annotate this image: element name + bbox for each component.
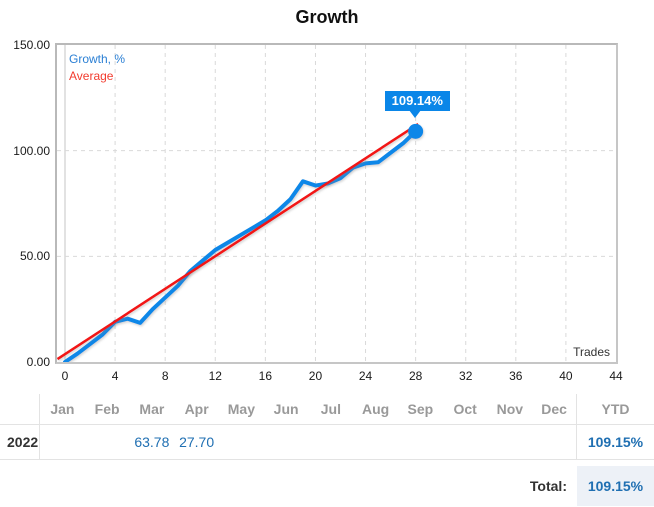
month-header: Oct [453,401,477,417]
legend-average-label: Average [69,69,114,83]
month-value-dec [532,425,577,459]
month-value-may [219,425,264,459]
month-value-jun [264,425,309,459]
total-ytd-value: 109.15% [577,466,654,506]
month-header: Nov [496,401,524,417]
month-header: Dec [532,394,577,424]
y-tick-label: 100.00 [13,143,50,158]
chart-title: Growth [295,7,359,27]
total-label: Total: [529,478,567,494]
x-tick-label: 8 [161,369,169,383]
x-tick-label: 32 [459,369,473,383]
month-header: Aug [362,401,390,417]
month-header: Feb [94,401,120,417]
month-value-jan [40,425,85,459]
chart-legend: Growth, % Average [69,51,125,85]
x-tick-label: 20 [308,369,323,383]
month-header: Mar [139,401,165,417]
x-tick-label: 44 [609,369,623,383]
row-year: 2022 [0,425,40,459]
legend-growth-label: Growth, % [69,52,126,66]
last-value-callout: 109.14% [384,91,450,119]
month-header: Apr [184,401,209,417]
month-value-jul [309,425,354,459]
month-value-aug [353,425,398,459]
table-header-row: Jan Feb Mar Apr May Jun Jul Aug Sep Oct … [0,394,654,425]
growth-chart-svg[interactable] [57,45,616,362]
month-value-apr: 27.70 [179,434,215,450]
y-tick-label: 50.00 [19,249,50,264]
x-axis-title: Trades [573,345,610,359]
month-header: Sep [407,401,434,417]
table-row: 2022 63.78 27.70 109.15% [0,425,654,460]
month-header: Jan [50,401,75,417]
x-tick-label: 24 [358,369,373,383]
month-value-sep [398,425,443,459]
month-header: May [227,401,255,417]
x-tick-label: 4 [111,369,119,383]
month-header: Jun [273,401,299,417]
month-value-mar: 63.78 [134,434,170,450]
monthly-growth-table: Jan Feb Mar Apr May Jun Jul Aug Sep Oct … [0,394,654,506]
y-tick-label: 0.00 [26,355,50,369]
x-tick-label: 28 [408,369,423,383]
month-header: Jul [320,401,341,417]
x-tick-label: 12 [208,369,222,383]
ytd-column-header: YTD [601,401,630,417]
year-column-header [0,394,40,424]
month-value-oct [443,425,488,459]
x-tick-label: 36 [509,369,523,383]
y-tick-label: 150.00 [13,38,50,52]
row-ytd-value: 109.15% [587,434,644,450]
plot-area[interactable]: Growth, % Average 109.14% Trades [55,43,618,364]
month-value-nov [488,425,533,459]
month-value-feb [85,425,130,459]
x-tick-label: 16 [258,369,273,383]
table-total-row: Total: 109.15% [0,466,654,506]
x-tick-label: 40 [559,369,573,383]
x-tick-label: 0 [61,369,69,383]
